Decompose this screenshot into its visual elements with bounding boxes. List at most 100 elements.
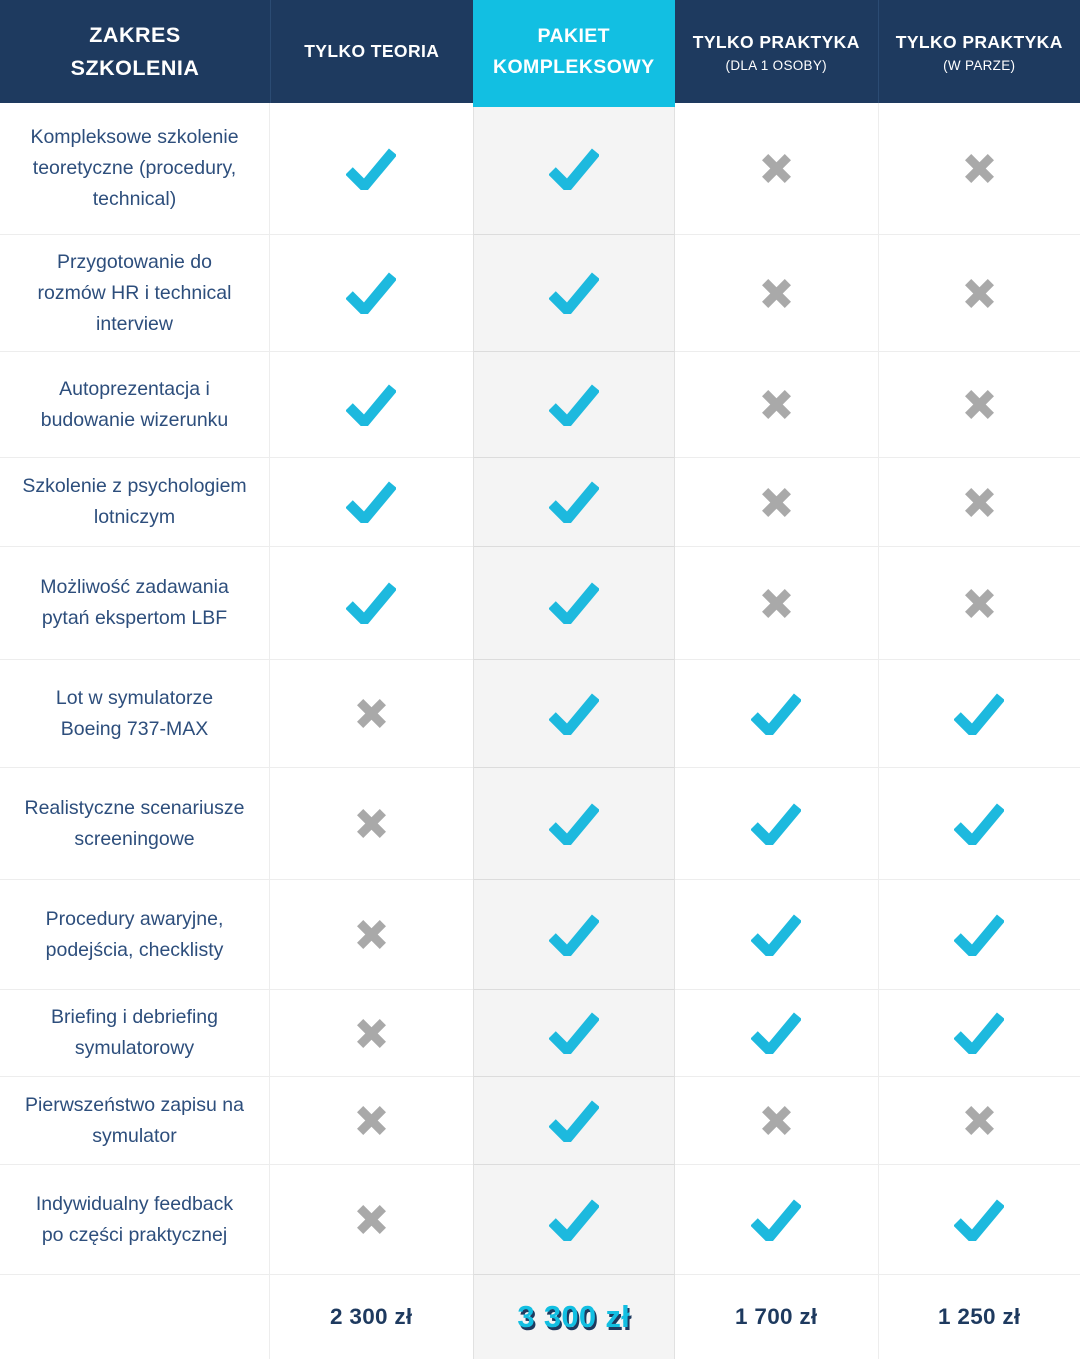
feature-label: Indywidualny feedback po części praktycz… — [0, 1165, 270, 1275]
cross-icon — [356, 1106, 386, 1135]
mark-cell — [877, 458, 1080, 547]
column-subtitle: (W PARZE) — [943, 58, 1016, 74]
column-subtitle: (DLA 1 OSOBY) — [725, 58, 827, 74]
mark-cell — [270, 660, 473, 768]
column-title: TYLKO TEORIA — [304, 40, 440, 61]
column-title: TYLKO PRAKTYKA — [895, 31, 1063, 52]
mark-cell — [675, 547, 878, 660]
mark-cell — [675, 458, 878, 547]
check-icon — [346, 582, 397, 624]
check-icon — [548, 802, 599, 845]
corner-title: ZAKRES SZKOLENIA — [70, 23, 200, 80]
mark-cell — [270, 103, 473, 235]
mark-cell — [675, 990, 878, 1077]
footer-empty-cell — [0, 1275, 270, 1359]
mark-cell — [675, 880, 878, 990]
feature-label: Pierwszeństwo zapisu na symulator — [0, 1077, 270, 1165]
cross-icon — [356, 1205, 386, 1234]
check-icon — [548, 913, 599, 956]
cross-icon — [761, 487, 791, 517]
mark-cell — [472, 352, 675, 458]
cross-icon — [964, 487, 994, 517]
mark-cell — [270, 990, 473, 1077]
cross-icon — [356, 699, 386, 728]
mark-cell — [675, 1077, 878, 1165]
cross-icon — [964, 278, 994, 308]
mark-cell — [270, 235, 473, 352]
check-icon — [751, 1198, 802, 1241]
price-pakiet-kompleksowy: 3 300 zł — [472, 1275, 675, 1359]
feature-label: Briefing i debriefing symulatorowy — [0, 990, 270, 1077]
mark-cell — [877, 768, 1080, 880]
cross-icon — [964, 154, 994, 183]
mark-cell — [877, 352, 1080, 458]
feature-label: Przygotowanie do rozmów HR i technical i… — [0, 235, 270, 352]
mark-cell — [472, 547, 675, 660]
mark-cell — [877, 990, 1080, 1077]
cross-icon — [761, 278, 791, 308]
check-icon — [346, 147, 397, 190]
mark-cell — [472, 458, 675, 547]
mark-cell — [270, 1077, 473, 1165]
check-icon — [751, 1012, 802, 1054]
mark-cell — [877, 235, 1080, 352]
mark-cell — [270, 880, 473, 990]
cross-icon — [761, 154, 791, 183]
check-icon — [751, 913, 802, 956]
mark-cell — [675, 1165, 878, 1275]
price-tylko-praktyka-2: 1 250 zł — [877, 1275, 1080, 1359]
cross-icon — [761, 390, 791, 419]
mark-cell — [270, 1165, 473, 1275]
check-icon — [346, 481, 397, 523]
mark-cell — [270, 768, 473, 880]
mark-cell — [472, 990, 675, 1077]
mark-cell — [270, 352, 473, 458]
check-icon — [548, 1099, 599, 1142]
check-icon — [954, 802, 1005, 845]
price-tylko-praktyka-1: 1 700 zł — [675, 1275, 878, 1359]
mark-cell — [270, 547, 473, 660]
check-icon — [751, 802, 802, 845]
mark-cell — [472, 1165, 675, 1275]
cross-icon — [964, 390, 994, 419]
price-tylko-teoria: 2 300 zł — [270, 1275, 473, 1359]
check-icon — [548, 481, 599, 523]
check-icon — [548, 1012, 599, 1054]
check-icon — [954, 692, 1005, 735]
feature-label: Szkolenie z psychologiem lotniczym — [0, 458, 270, 547]
header-scope-of-training: ZAKRES SZKOLENIA — [0, 0, 270, 103]
mark-cell — [877, 547, 1080, 660]
mark-cell — [675, 235, 878, 352]
mark-cell — [877, 1077, 1080, 1165]
cross-icon — [761, 588, 791, 618]
mark-cell — [472, 103, 675, 235]
header-tylko-praktyka-1: TYLKO PRAKTYKA (DLA 1 OSOBY) — [675, 0, 878, 103]
header-tylko-teoria: TYLKO TEORIA — [270, 0, 473, 103]
mark-cell — [472, 660, 675, 768]
mark-cell — [877, 103, 1080, 235]
feature-label: Realistyczne scenariusze screeningowe — [0, 768, 270, 880]
check-icon — [548, 383, 599, 426]
feature-label: Kompleksowe szkolenie teoretyczne (proce… — [0, 103, 270, 235]
check-icon — [954, 913, 1005, 956]
cross-icon — [964, 588, 994, 618]
cross-icon — [356, 920, 386, 949]
column-title: PAKIET KOMPLEKSOWY — [493, 25, 655, 78]
cross-icon — [356, 1018, 386, 1048]
check-icon — [751, 692, 802, 735]
check-icon — [548, 272, 599, 314]
mark-cell — [472, 880, 675, 990]
mark-cell — [472, 768, 675, 880]
check-icon — [346, 272, 397, 314]
mark-cell — [675, 660, 878, 768]
header-tylko-praktyka-2: TYLKO PRAKTYKA (W PARZE) — [877, 0, 1080, 103]
header-pakiet-kompleksowy: PAKIET KOMPLEKSOWY — [472, 0, 675, 103]
feature-label: Lot w symulatorze Boeing 737-MAX — [0, 660, 270, 768]
mark-cell — [675, 103, 878, 235]
check-icon — [346, 383, 397, 426]
mark-cell — [877, 880, 1080, 990]
mark-cell — [472, 235, 675, 352]
check-icon — [548, 147, 599, 190]
feature-label: Możliwość zadawania pytań ekspertom LBF — [0, 547, 270, 660]
